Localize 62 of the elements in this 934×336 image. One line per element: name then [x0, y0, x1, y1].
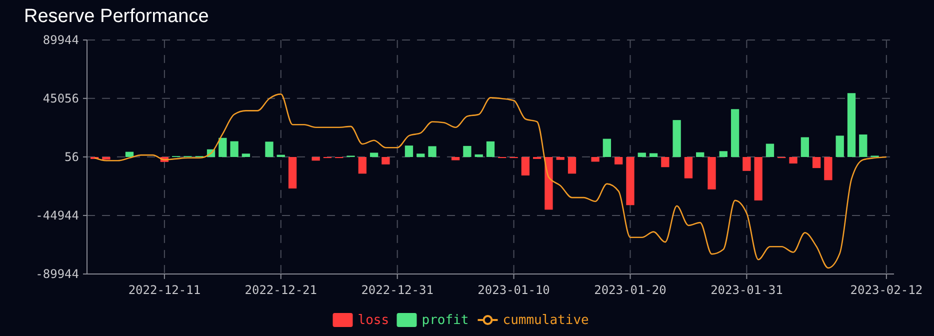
bar: [568, 157, 576, 174]
legend-label: profit: [422, 313, 469, 328]
bar: [824, 157, 832, 180]
bar: [708, 157, 716, 190]
bar: [370, 152, 378, 157]
bar: [288, 157, 297, 188]
bar: [474, 154, 483, 157]
bar: [556, 157, 564, 160]
bar: [416, 154, 425, 157]
bar: [684, 157, 693, 178]
bar: [661, 157, 670, 168]
bar: [591, 157, 600, 162]
bar: [358, 157, 366, 174]
bar: [265, 142, 274, 157]
bar: [626, 157, 634, 206]
y-tick-label: -89944: [36, 267, 79, 282]
bar: [463, 146, 472, 157]
y-tick-label: 45056: [42, 92, 79, 106]
legend-label: loss: [358, 313, 390, 328]
x-tick-label: 2022-12-31: [361, 283, 434, 297]
x-tick-label: 2022-12-21: [244, 283, 318, 297]
bar: [486, 141, 495, 157]
bar: [649, 153, 658, 157]
x-tick-label: 2023-02-12: [850, 283, 923, 297]
bar: [242, 154, 250, 157]
bar: [730, 109, 740, 157]
x-tick-label: 2023-01-31: [710, 283, 783, 297]
bar: [766, 144, 774, 157]
bar: [218, 138, 227, 157]
bar: [102, 157, 110, 160]
bar: [812, 157, 821, 168]
bar: [428, 146, 436, 157]
bar: [800, 137, 809, 157]
bar: [742, 157, 751, 171]
bar: [602, 138, 612, 157]
y-tick-label: 56: [64, 150, 79, 164]
bar: [614, 157, 623, 164]
bar: [521, 157, 530, 176]
bar: [382, 157, 390, 164]
bar: [754, 157, 762, 200]
bar: [638, 152, 646, 157]
y-tick-label: 89944: [42, 33, 79, 48]
chart-title: Reserve Performance: [24, 6, 209, 27]
bar: [859, 134, 868, 157]
y-tick-label: -44944: [36, 208, 79, 223]
bar: [789, 157, 798, 164]
bar: [696, 152, 704, 157]
x-tick-label: 2023-01-10: [478, 283, 550, 297]
bar: [312, 157, 320, 161]
line-series: [94, 93, 888, 269]
bar: [836, 136, 844, 157]
x-tick-label: 2023-01-20: [594, 283, 666, 297]
bar: [404, 146, 414, 157]
bar: [847, 93, 856, 157]
x-tick-label: 2022-12-11: [128, 283, 201, 297]
bar: [672, 120, 681, 157]
bar: [451, 157, 460, 160]
legend-label: cummulative: [502, 313, 590, 328]
bar: [719, 151, 728, 157]
bar: [544, 157, 553, 210]
bar: [230, 141, 238, 157]
bar: [125, 152, 134, 157]
